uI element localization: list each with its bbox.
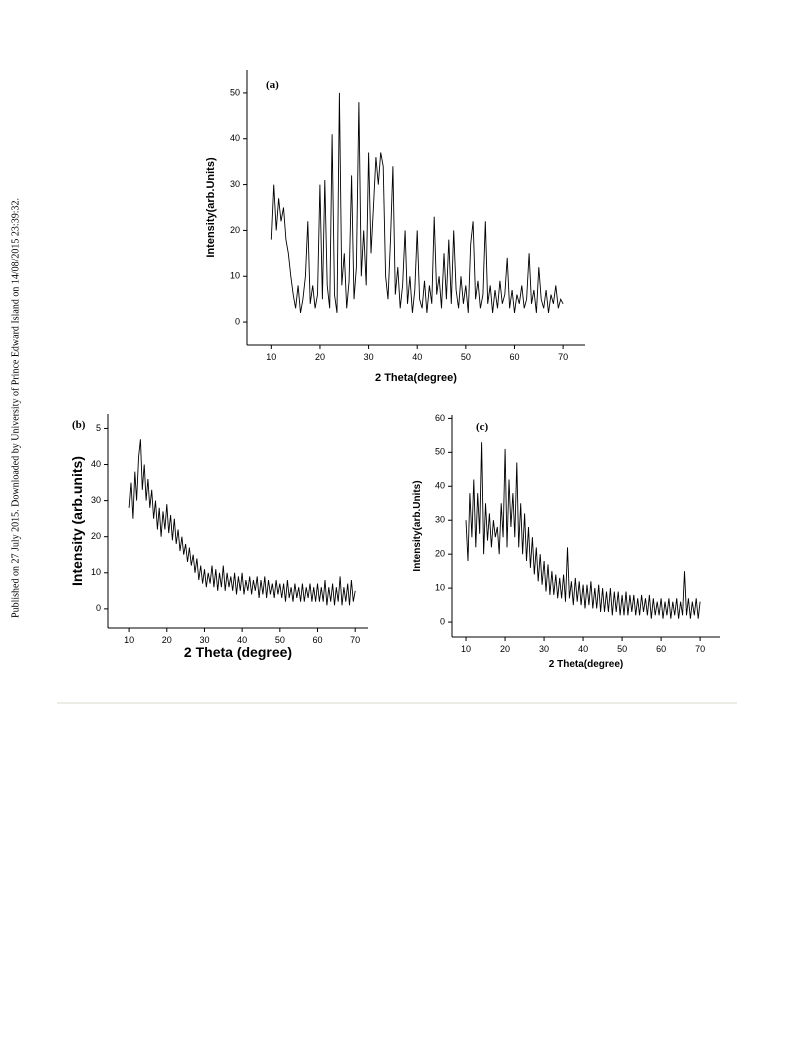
y-tick-label: 20 xyxy=(91,531,101,541)
x-tick-label: 50 xyxy=(275,635,285,645)
panel-label: (a) xyxy=(266,79,279,91)
xrd-line xyxy=(128,439,356,606)
y-tick-label: 50 xyxy=(435,447,445,457)
y-tick-label: 20 xyxy=(230,225,240,235)
panel-label: (b) xyxy=(72,419,86,431)
x-axis-label: 2 Theta (degree) xyxy=(184,644,292,660)
x-tick-label: 20 xyxy=(162,635,172,645)
x-tick-label: 20 xyxy=(500,644,510,654)
x-tick-label: 40 xyxy=(412,352,422,362)
x-tick-label: 40 xyxy=(237,635,247,645)
x-tick-label: 30 xyxy=(364,352,374,362)
x-tick-label: 60 xyxy=(656,644,666,654)
xrd-line xyxy=(465,442,701,619)
y-tick-label: 10 xyxy=(230,271,240,281)
margin-note: Published on 27 July 2015. Downloaded by… xyxy=(10,198,21,618)
y-tick-label: 40 xyxy=(91,459,101,469)
y-tick-label: 60 xyxy=(435,413,445,423)
x-tick-label: 60 xyxy=(509,352,519,362)
x-tick-label: 70 xyxy=(350,635,360,645)
y-tick-label: 30 xyxy=(230,179,240,189)
y-tick-label: 5 xyxy=(96,423,101,433)
x-tick-label: 10 xyxy=(461,644,471,654)
xrd-line xyxy=(270,92,564,313)
y-tick-label: 40 xyxy=(230,133,240,143)
y-tick-label: 10 xyxy=(435,582,445,592)
x-tick-label: 20 xyxy=(315,352,325,362)
y-axis-label: Intensity(arb.Units) xyxy=(205,157,217,258)
x-axis-label: 2 Theta(degree) xyxy=(549,659,623,670)
x-tick-label: 50 xyxy=(617,644,627,654)
y-tick-label: 0 xyxy=(440,616,445,626)
y-tick-label: 0 xyxy=(235,316,240,326)
x-tick-label: 30 xyxy=(199,635,209,645)
panel-label: (c) xyxy=(476,421,489,433)
y-tick-label: 30 xyxy=(435,515,445,525)
y-axis-label: Intensity (arb.units) xyxy=(69,456,85,586)
x-tick-label: 70 xyxy=(695,644,705,654)
y-tick-label: 20 xyxy=(435,549,445,559)
y-tick-label: 30 xyxy=(91,495,101,505)
y-tick-label: 10 xyxy=(91,567,101,577)
x-tick-label: 60 xyxy=(312,635,322,645)
x-tick-label: 10 xyxy=(266,352,276,362)
x-axis-label: 2 Theta(degree) xyxy=(375,372,457,384)
x-tick-label: 40 xyxy=(578,644,588,654)
y-tick-label: 50 xyxy=(230,87,240,97)
y-tick-label: 40 xyxy=(435,481,445,491)
x-tick-label: 10 xyxy=(124,635,134,645)
y-axis-label: Intensity(arb.Units) xyxy=(412,480,423,571)
y-tick-label: 0 xyxy=(96,603,101,613)
x-tick-label: 30 xyxy=(539,644,549,654)
x-tick-label: 50 xyxy=(461,352,471,362)
x-tick-label: 70 xyxy=(558,352,568,362)
